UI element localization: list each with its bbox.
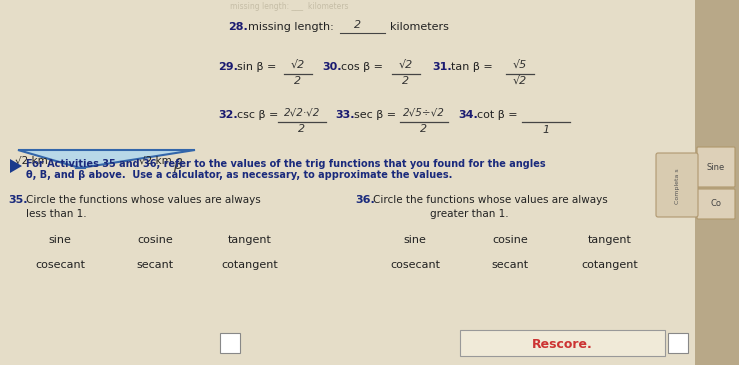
Text: Completa s: Completa s	[675, 168, 679, 204]
Text: √2 km: √2 km	[15, 156, 47, 166]
Text: kilometers: kilometers	[390, 22, 449, 32]
Text: 36.: 36.	[355, 195, 375, 205]
Text: tan β =: tan β =	[451, 62, 493, 72]
Text: cosine: cosine	[137, 235, 173, 245]
Text: cosecant: cosecant	[390, 260, 440, 270]
Text: √5: √5	[513, 60, 527, 70]
Text: 1: 1	[542, 125, 550, 135]
Text: 28.: 28.	[228, 22, 248, 32]
FancyBboxPatch shape	[460, 330, 665, 356]
Text: β: β	[173, 158, 182, 172]
Text: 29.: 29.	[218, 62, 238, 72]
Text: missing length:: missing length:	[248, 22, 334, 32]
Text: sine: sine	[403, 235, 426, 245]
Text: √2: √2	[399, 60, 413, 70]
Text: For Activities 35 and 36, refer to the values of the trig functions that you fou: For Activities 35 and 36, refer to the v…	[26, 159, 545, 169]
Text: tangent: tangent	[588, 235, 632, 245]
Text: secant: secant	[137, 260, 174, 270]
Text: 2: 2	[420, 124, 428, 134]
Text: Circle the functions whose values are always: Circle the functions whose values are al…	[373, 195, 607, 205]
Text: 2√5÷√2: 2√5÷√2	[403, 108, 445, 118]
Text: cosine: cosine	[492, 235, 528, 245]
Text: cotangent: cotangent	[222, 260, 279, 270]
Text: cot β =: cot β =	[477, 110, 517, 120]
FancyBboxPatch shape	[697, 147, 735, 187]
Text: 2: 2	[403, 76, 409, 86]
FancyBboxPatch shape	[697, 189, 735, 219]
Text: greater than 1.: greater than 1.	[430, 209, 508, 219]
Polygon shape	[18, 150, 195, 168]
Text: Sine: Sine	[707, 162, 725, 172]
Text: 30.: 30.	[322, 62, 341, 72]
Text: 2: 2	[294, 76, 302, 86]
Text: 2√2·√2: 2√2·√2	[284, 108, 320, 118]
Bar	[695, 0, 739, 365]
Text: cos β =: cos β =	[341, 62, 383, 72]
Text: Rescore.: Rescore.	[531, 338, 593, 350]
Text: missing length: ___  kilometers: missing length: ___ kilometers	[230, 2, 349, 11]
Text: 2: 2	[355, 20, 361, 30]
Text: 34.: 34.	[458, 110, 477, 120]
Text: sine: sine	[49, 235, 72, 245]
FancyBboxPatch shape	[656, 153, 698, 217]
Text: sin β =: sin β =	[237, 62, 276, 72]
Bar	[668, 333, 688, 353]
Text: csc β =: csc β =	[237, 110, 279, 120]
Text: √2: √2	[291, 60, 305, 70]
Text: 35.: 35.	[8, 195, 27, 205]
Polygon shape	[10, 159, 22, 173]
Text: cosecant: cosecant	[35, 260, 85, 270]
Text: secant: secant	[491, 260, 528, 270]
Text: 32.: 32.	[218, 110, 238, 120]
Text: less than 1.: less than 1.	[26, 209, 86, 219]
Text: θ, B, and β above.  Use a calculator, as necessary, to approximate the values.: θ, B, and β above. Use a calculator, as …	[26, 170, 452, 180]
Text: tangent: tangent	[228, 235, 272, 245]
Text: Circle the functions whose values are always: Circle the functions whose values are al…	[26, 195, 261, 205]
Text: sec β =: sec β =	[354, 110, 396, 120]
Text: 33.: 33.	[335, 110, 355, 120]
Text: 2: 2	[299, 124, 305, 134]
Text: 31.: 31.	[432, 62, 452, 72]
Text: Co: Co	[710, 200, 721, 208]
Bar	[220, 333, 240, 353]
Text: √2 km: √2 km	[139, 156, 172, 166]
Text: cotangent: cotangent	[582, 260, 638, 270]
Text: √2: √2	[513, 76, 527, 86]
